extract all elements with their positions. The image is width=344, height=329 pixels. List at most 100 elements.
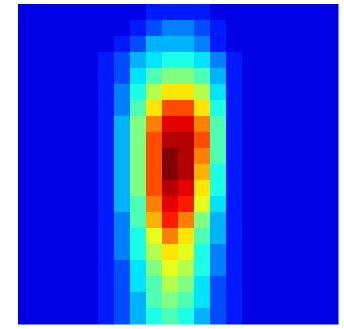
heatmap-cell <box>66 68 83 85</box>
heatmap-cell <box>130 84 147 101</box>
heatmap-cell <box>34 228 51 245</box>
heatmap-cell <box>66 180 83 197</box>
heatmap-cell <box>178 260 195 277</box>
heatmap-cell <box>130 244 147 261</box>
heatmap-cell <box>290 68 307 85</box>
heatmap-cell <box>258 84 275 101</box>
heatmap-cell <box>114 308 131 325</box>
heatmap-cell <box>242 84 259 101</box>
heatmap-cell <box>306 308 323 325</box>
heatmap-cell <box>34 36 51 53</box>
heatmap-cell <box>66 228 83 245</box>
heatmap-cell <box>322 260 339 277</box>
heatmap-cell <box>274 212 291 229</box>
heatmap-cell <box>50 132 67 149</box>
heatmap-cell <box>146 228 163 245</box>
heatmap-cell <box>114 100 131 117</box>
heatmap-cell <box>194 212 211 229</box>
heatmap-cell <box>306 116 323 133</box>
heatmap-cell <box>226 308 243 325</box>
heatmap-cell <box>130 52 147 69</box>
heatmap-cell <box>210 292 227 309</box>
heatmap-cell <box>274 228 291 245</box>
heatmap-cell <box>226 292 243 309</box>
heatmap-cell <box>178 164 195 181</box>
heatmap-cell <box>162 20 179 37</box>
heatmap-cell <box>210 164 227 181</box>
heatmap-cell <box>50 4 67 21</box>
heatmap-cell <box>34 196 51 213</box>
heatmap-cell <box>34 308 51 325</box>
heatmap-cell <box>226 36 243 53</box>
heatmap-cell <box>274 196 291 213</box>
heatmap-cell <box>82 36 99 53</box>
heatmap-cell <box>306 164 323 181</box>
heatmap-cell <box>146 132 163 149</box>
heatmap-cell <box>162 228 179 245</box>
heatmap-cell <box>162 276 179 293</box>
heatmap-cell <box>322 308 339 325</box>
heatmap-cell <box>82 196 99 213</box>
heatmap-cell <box>194 308 211 325</box>
heatmap-cell <box>306 276 323 293</box>
heatmap-cell <box>98 228 115 245</box>
heatmap-cell <box>210 196 227 213</box>
heatmap-cell <box>258 116 275 133</box>
heatmap-cell <box>322 84 339 101</box>
heatmap-cell <box>306 292 323 309</box>
heatmap-cell <box>98 180 115 197</box>
heatmap-cell <box>242 260 259 277</box>
heatmap-cell <box>34 164 51 181</box>
heatmap-cell <box>290 20 307 37</box>
heatmap-cell <box>322 68 339 85</box>
heatmap-cell <box>242 52 259 69</box>
heatmap-cell <box>274 20 291 37</box>
heatmap-cell <box>306 260 323 277</box>
heatmap-cell <box>98 212 115 229</box>
heatmap-cell <box>66 164 83 181</box>
heatmap-cell <box>162 4 179 21</box>
heatmap-cell <box>194 84 211 101</box>
heatmap-cell <box>194 148 211 165</box>
heatmap-cell <box>226 212 243 229</box>
heatmap-cell <box>82 20 99 37</box>
heatmap-cell <box>66 308 83 325</box>
heatmap-cell <box>34 260 51 277</box>
heatmap-cell <box>98 84 115 101</box>
heatmap-cell <box>258 244 275 261</box>
heatmap-cell <box>306 148 323 165</box>
heatmap-cell <box>18 196 35 213</box>
heatmap-cell <box>306 196 323 213</box>
heatmap-cell <box>130 148 147 165</box>
heatmap-cell <box>146 100 163 117</box>
heatmap-cell <box>258 36 275 53</box>
heatmap-cell <box>226 196 243 213</box>
heatmap-cell <box>210 212 227 229</box>
heatmap-cell <box>162 116 179 133</box>
heatmap-cell <box>242 308 259 325</box>
heatmap-cell <box>194 292 211 309</box>
heatmap-cell <box>274 4 291 21</box>
heatmap-cell <box>98 68 115 85</box>
heatmap-cell <box>178 52 195 69</box>
heatmap-cell <box>210 276 227 293</box>
heatmap-cell <box>274 148 291 165</box>
heatmap-cell <box>34 244 51 261</box>
heatmap-cell <box>178 244 195 261</box>
heatmap-cell <box>242 68 259 85</box>
heatmap-cell <box>242 20 259 37</box>
heatmap-cell <box>274 84 291 101</box>
heatmap-cell <box>146 52 163 69</box>
heatmap-cell <box>66 4 83 21</box>
heatmap-cell <box>210 132 227 149</box>
heatmap-cell <box>178 292 195 309</box>
heatmap-cell <box>66 244 83 261</box>
heatmap-cell <box>114 36 131 53</box>
heatmap-cell <box>306 212 323 229</box>
heatmap-cell <box>114 84 131 101</box>
heatmap-cell <box>162 260 179 277</box>
heatmap-cell <box>306 52 323 69</box>
heatmap-cell <box>50 212 67 229</box>
heatmap-cell <box>274 164 291 181</box>
